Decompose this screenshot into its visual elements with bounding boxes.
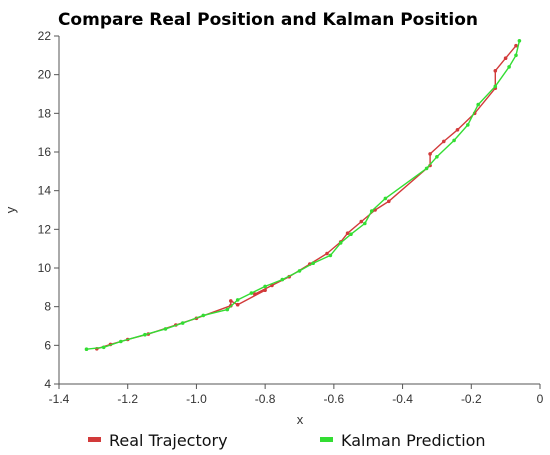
x-tick-label: -0.4 (392, 392, 413, 406)
y-axis-label: y (3, 206, 18, 213)
real-trajectory-point (345, 231, 350, 235)
real-trajectory-point (325, 251, 329, 256)
y-tick-label: 6 (44, 338, 51, 352)
real-trajectory-point (442, 139, 446, 144)
plot-frame (58, 36, 540, 385)
kalman-prediction-point (383, 196, 388, 201)
kalman-prediction-point (263, 284, 267, 289)
legend-label-kalman: Kalman Prediction (341, 431, 486, 450)
real-trajectory-series (95, 43, 518, 351)
kalman-prediction-point (363, 221, 367, 226)
x-tick-label: -1.0 (186, 392, 207, 406)
kalman-prediction-point (435, 155, 439, 159)
y-tick-label: 14 (38, 184, 52, 198)
y-tick-label: 20 (38, 68, 52, 82)
legend-label-real: Real Trajectory (109, 431, 228, 450)
y-tick-label: 10 (38, 261, 52, 275)
y-tick-label: 8 (44, 300, 51, 314)
chart-title: Compare Real Position and Kalman Positio… (58, 10, 478, 30)
kalman-prediction-point (452, 138, 456, 143)
kalman-prediction-point (297, 269, 302, 273)
kalman-prediction-point (476, 102, 481, 107)
y-tick-label: 4 (44, 377, 51, 391)
kalman-prediction-point (163, 327, 168, 331)
real-trajectory-point (428, 152, 432, 156)
kalman-prediction-point (349, 232, 353, 236)
kalman-prediction-point (280, 277, 285, 282)
kalman-prediction-point (201, 313, 206, 318)
kalman-prediction-point (249, 291, 254, 295)
y-tick-label: 18 (38, 106, 52, 120)
kalman-prediction-point (507, 65, 511, 69)
real-trajectory-point (503, 56, 508, 60)
y-tick-label: 12 (38, 222, 52, 236)
kalman-prediction-point (514, 53, 518, 58)
legend: Real Trajectory Kalman Prediction (88, 431, 486, 450)
real-trajectory-point (514, 43, 518, 48)
kalman-prediction-point (311, 261, 316, 266)
kalman-prediction-point (328, 253, 333, 258)
kalman-prediction-point (180, 321, 185, 325)
real-trajectory-point (359, 219, 364, 224)
kalman-prediction-point (424, 166, 429, 171)
series-layer (84, 39, 522, 352)
legend-swatch-real (88, 437, 101, 442)
real-trajectory-point (229, 299, 233, 303)
kalman-prediction-point (101, 345, 106, 350)
y-tick-label: 16 (38, 145, 52, 159)
real-trajectory-point (253, 292, 257, 296)
x-tick-label: -0.6 (324, 392, 345, 406)
kalman-prediction-series (84, 39, 522, 352)
x-tick-label: -1.2 (117, 392, 138, 406)
legend-swatch-kalman (320, 437, 333, 442)
kalman-prediction-point (143, 332, 147, 337)
kalman-prediction-point (119, 339, 123, 344)
kalman-prediction-point (84, 347, 89, 352)
y-tick-label: 22 (38, 29, 52, 43)
kalman-prediction-point (517, 39, 522, 43)
real-trajectory-point (235, 302, 240, 307)
x-tick-label: -0.8 (255, 392, 276, 406)
kalman-prediction-line (86, 40, 521, 350)
kalman-prediction-point (466, 123, 470, 127)
kalman-prediction-point (369, 209, 374, 213)
real-trajectory-point (263, 288, 267, 293)
x-axis-label: x (297, 412, 304, 427)
kalman-prediction-point (225, 307, 230, 312)
x-axis: -1.4 -1.2 -1.0 -0.8 -0.6 -0.4 -0.2 0 (49, 384, 544, 406)
x-tick-label: 0 (537, 392, 544, 406)
kalman-prediction-point (235, 298, 240, 302)
real-trajectory-line (96, 45, 517, 350)
real-trajectory-point (387, 199, 391, 204)
kalman-prediction-point (338, 241, 343, 245)
x-tick-label: -1.4 (49, 392, 70, 406)
real-trajectory-point (493, 69, 498, 73)
x-tick-label: -0.2 (461, 392, 482, 406)
real-trajectory-point (455, 128, 460, 132)
kalman-prediction-point (493, 84, 498, 89)
y-axis: 4 6 8 10 12 14 16 18 20 22 (38, 29, 59, 391)
